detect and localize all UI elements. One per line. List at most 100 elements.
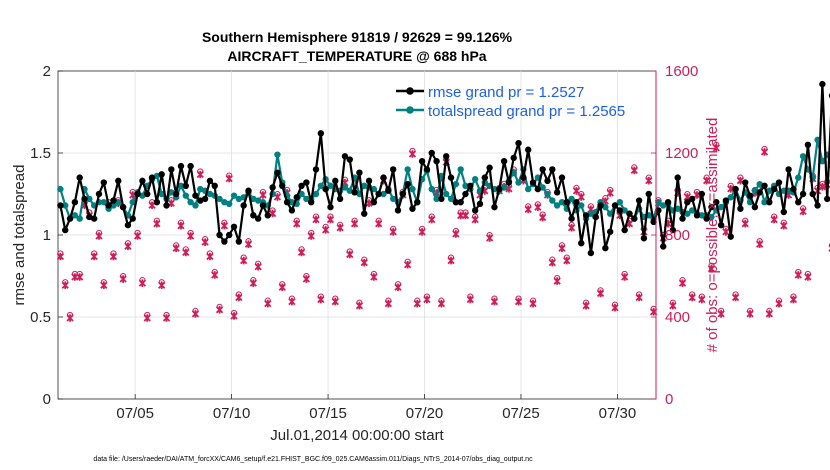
- obs-assimilated-marker: [596, 289, 605, 298]
- x-tick-label: 07/05: [116, 405, 154, 422]
- rmse-point: [187, 162, 194, 170]
- rmse-point: [534, 185, 542, 193]
- rmse-point: [380, 174, 387, 181]
- rmse-point: [505, 179, 513, 186]
- y-tick-label-right: 400: [665, 309, 690, 326]
- obs-assimilated-marker: [611, 303, 619, 312]
- spread-point: [409, 185, 416, 193]
- rmse-point: [144, 190, 151, 198]
- rmse-point: [119, 203, 127, 211]
- spread-point: [341, 184, 349, 191]
- obs-assimilated-marker: [818, 183, 827, 191]
- obs-assimilated-marker: [215, 306, 224, 314]
- x-tick-label: 07/15: [309, 405, 347, 422]
- rmse-point: [211, 182, 218, 189]
- rmse-point: [500, 158, 508, 165]
- obs-assimilated-marker: [235, 293, 243, 302]
- obs-assimilated-marker: [331, 297, 339, 306]
- rmse-point: [177, 162, 185, 170]
- spread-point: [549, 197, 556, 204]
- y-tick-label-left: 0: [43, 391, 51, 408]
- data-file-footer: data file: /Users/raeder/DAI/ATM_forcXX/…: [93, 456, 533, 463]
- rmse-point: [240, 202, 247, 209]
- rmse-point: [317, 130, 325, 137]
- rmse-point: [693, 212, 701, 219]
- rmse-point: [216, 231, 223, 239]
- rmse-point: [476, 200, 484, 208]
- obs-assimilated-marker: [66, 314, 74, 322]
- obs-assimilated-marker: [76, 273, 84, 281]
- y-axis-label-left: rmse and totalspread: [11, 165, 28, 306]
- obs-assimilated-marker: [143, 314, 151, 322]
- rmse-point: [515, 139, 522, 147]
- obs-assimilated-marker: [172, 244, 180, 253]
- rmse-point: [732, 185, 739, 193]
- rmse-point: [780, 208, 787, 216]
- rmse-point: [221, 238, 228, 245]
- obs-assimilated-marker: [524, 205, 532, 214]
- rmse-point: [197, 197, 204, 204]
- obs-assimilated-marker: [760, 148, 769, 156]
- spread-point: [544, 190, 551, 198]
- rmse-point: [361, 210, 368, 217]
- spread-point: [756, 180, 763, 188]
- rmse-point: [761, 182, 768, 189]
- obs-assimilated-marker: [794, 271, 802, 279]
- spread-point: [558, 199, 566, 206]
- rmse-point: [558, 174, 566, 181]
- x-tick-label: 07/20: [406, 405, 444, 422]
- spread-point: [684, 210, 691, 217]
- obs-assimilated-marker: [746, 310, 754, 318]
- obs-assimilated-marker: [109, 252, 118, 261]
- obs-assimilated-marker: [770, 215, 778, 224]
- obs-assimilated-marker: [490, 297, 499, 306]
- spread-point: [115, 199, 122, 206]
- rmse-point: [742, 179, 749, 186]
- x-tick-label: 07/10: [213, 405, 251, 422]
- spread-point: [698, 212, 706, 219]
- obs-assimilated-marker: [741, 219, 749, 228]
- obs-assimilated-marker: [355, 301, 364, 310]
- rmse-point: [549, 166, 556, 173]
- rmse-point: [457, 199, 464, 206]
- obs-assimilated-marker: [669, 301, 677, 310]
- rmse-point: [365, 177, 373, 185]
- rmse-point: [250, 212, 257, 219]
- rmse-point: [582, 212, 590, 219]
- spread-point: [303, 195, 310, 203]
- rmse-point: [336, 195, 344, 203]
- obs-assimilated-marker: [606, 189, 614, 197]
- rmse-point: [312, 166, 320, 173]
- rmse-point: [385, 187, 392, 194]
- spread-point: [404, 166, 411, 173]
- rmse-point: [655, 207, 662, 214]
- obs-assimilated-marker: [727, 185, 735, 193]
- rmse-point: [279, 182, 286, 189]
- obs-assimilated-marker: [177, 221, 185, 230]
- rmse-point: [563, 199, 570, 206]
- y-tick-label-right: 1200: [665, 145, 698, 162]
- rmse-point: [592, 213, 599, 221]
- rmse-point: [795, 199, 802, 206]
- spread-point: [655, 199, 662, 206]
- rmse-point: [819, 80, 826, 88]
- obs-assimilated-marker: [230, 312, 238, 320]
- obs-assimilated-marker: [211, 271, 219, 279]
- spread-point: [139, 192, 146, 199]
- rmse-point: [688, 195, 696, 203]
- obs-assimilated-marker: [133, 232, 142, 240]
- rmse-point: [81, 195, 88, 203]
- obs-assimilated-marker: [688, 293, 696, 302]
- obs-assimilated-marker: [548, 258, 556, 267]
- rmse-point: [737, 205, 744, 212]
- rmse-point: [539, 166, 546, 173]
- rmse-point: [76, 174, 83, 181]
- rmse-point: [283, 199, 291, 206]
- rmse-point: [775, 179, 783, 186]
- obs-assimilated-marker: [731, 293, 740, 302]
- obs-assimilated-marker: [418, 228, 426, 236]
- spread-point: [515, 179, 522, 186]
- rmse-point: [606, 228, 614, 235]
- rmse-point: [809, 190, 816, 198]
